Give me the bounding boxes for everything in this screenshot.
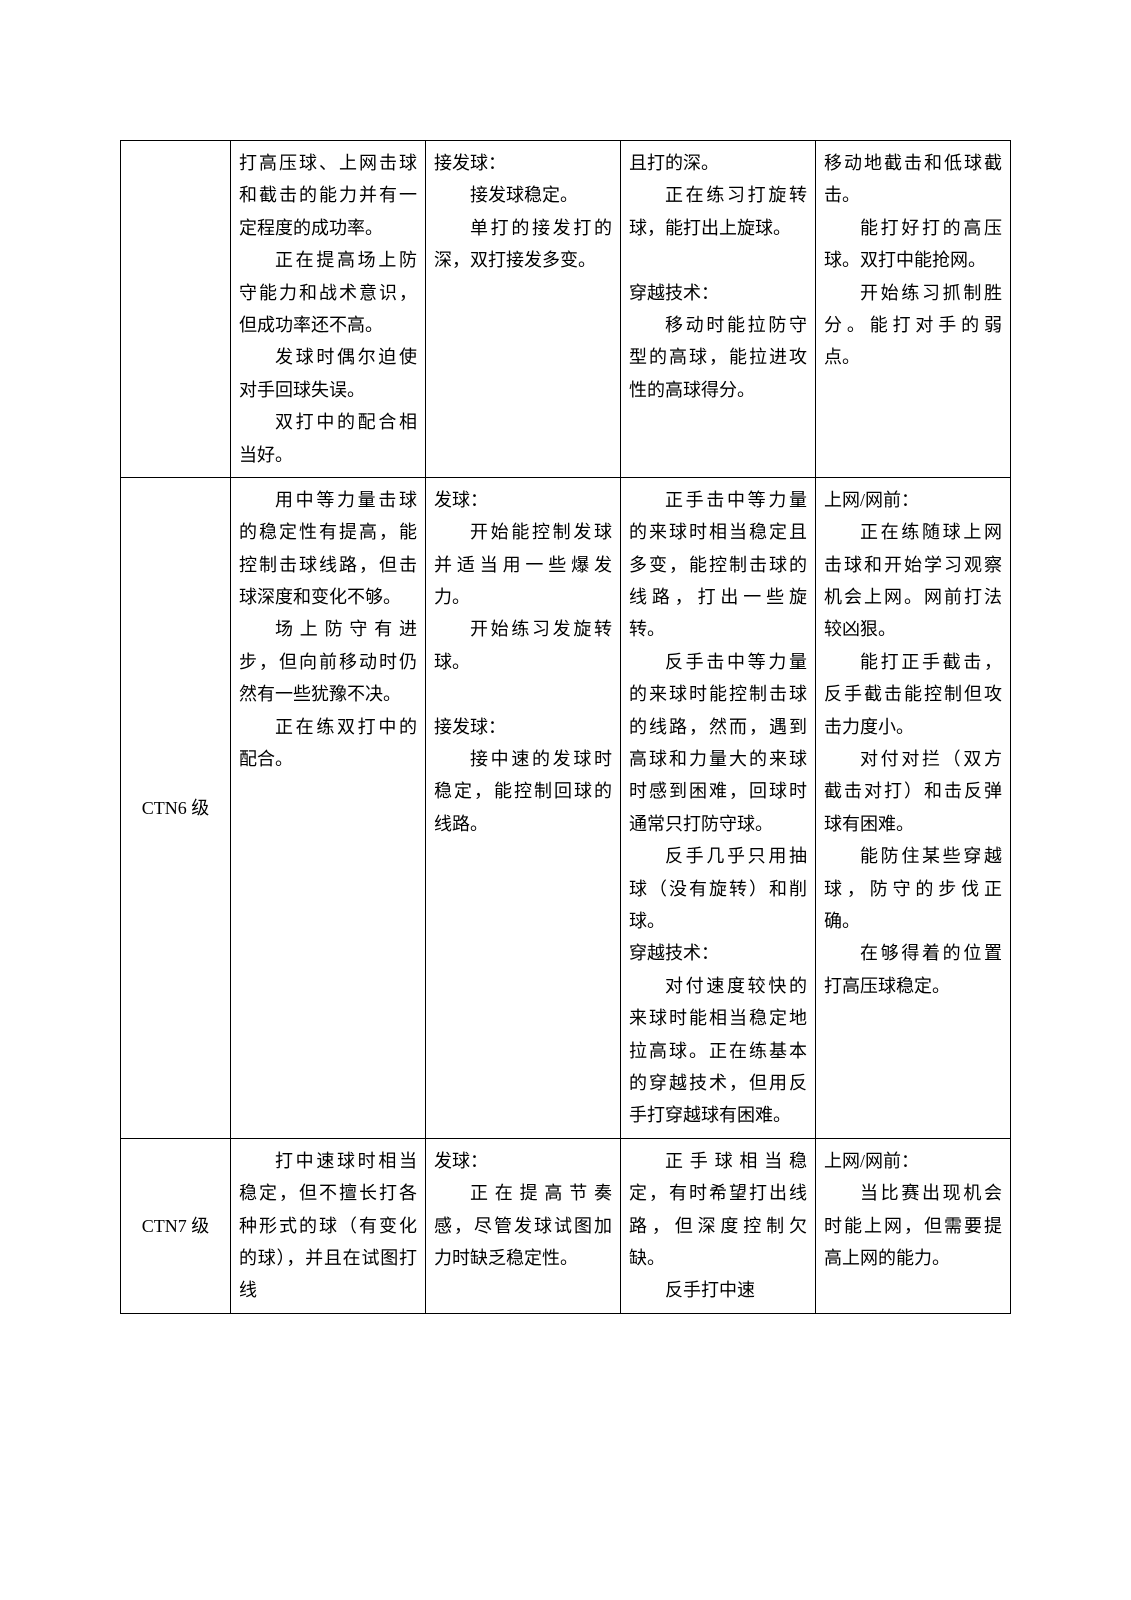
content-cell: 正手击中等力量的来球时相当稳定且多变，能控制击球的线路，打出一些旋转。反手击中等… (621, 477, 816, 1138)
content-cell: 移动地截击和低球截击。能打好打的高压球。双打中能抢网。开始练习抓制胜分。能打对手… (816, 141, 1011, 478)
paragraph: 正在提高节奏感，尽管发球试图加力时缺乏稳定性。 (434, 1177, 612, 1274)
level-cell: CTN6 级 (121, 477, 231, 1138)
content-cell: 上网/网前：当比赛出现机会时能上网，但需要提高上网的能力。 (816, 1138, 1011, 1313)
paragraph: 穿越技术： (629, 277, 807, 309)
level-cell (121, 141, 231, 478)
paragraph: 反手几乎只用抽球（没有旋转）和削球。 (629, 840, 807, 937)
paragraph: 对付速度较快的来球时能相当稳定地拉高球。正在练基本的穿越技术，但用反手打穿越球有… (629, 970, 807, 1132)
paragraph: 接发球： (434, 147, 612, 179)
content-cell: 用中等力量击球的稳定性有提高，能控制击球线路，但击球深度和变化不够。场上防守有进… (231, 477, 426, 1138)
paragraph: 在够得着的位置打高压球稳定。 (824, 937, 1002, 1002)
content-cell: 且打的深。正在练习打旋转球，能打出上旋球。 穿越技术：移动时能拉防守型的高球，能… (621, 141, 816, 478)
paragraph: 发球： (434, 484, 612, 516)
table-body: 打高压球、上网击球和截击的能力并有一定程度的成功率。正在提高场上防守能力和战术意… (121, 141, 1011, 1314)
paragraph: 正在练双打中的配合。 (239, 711, 417, 776)
content-cell: 正手球相当稳定，有时希望打出线路，但深度控制欠缺。反手打中速 (621, 1138, 816, 1313)
paragraph: 能打好打的高压球。双打中能抢网。 (824, 212, 1002, 277)
paragraph: 正手球相当稳定，有时希望打出线路，但深度控制欠缺。 (629, 1145, 807, 1275)
content-cell: 接发球：接发球稳定。单打的接发打的深，双打接发多变。 (426, 141, 621, 478)
paragraph: 接发球稳定。 (434, 179, 612, 211)
paragraph: 能打正手截击，反手截击能控制但攻击力度小。 (824, 646, 1002, 743)
paragraph (629, 244, 807, 276)
paragraph: 开始能控制发球并适当用一些爆发力。 (434, 516, 612, 613)
table-row: CTN6 级用中等力量击球的稳定性有提高，能控制击球线路，但击球深度和变化不够。… (121, 477, 1011, 1138)
paragraph: 正在练随球上网击球和开始学习观察机会上网。网前打法较凶狠。 (824, 516, 1002, 646)
table-row: 打高压球、上网击球和截击的能力并有一定程度的成功率。正在提高场上防守能力和战术意… (121, 141, 1011, 478)
paragraph: 接中速的发球时稳定，能控制回球的线路。 (434, 743, 612, 840)
paragraph: 当比赛出现机会时能上网，但需要提高上网的能力。 (824, 1177, 1002, 1274)
paragraph: 反手打中速 (629, 1274, 807, 1306)
paragraph: 正手击中等力量的来球时相当稳定且多变，能控制击球的线路，打出一些旋转。 (629, 484, 807, 646)
content-cell: 上网/网前：正在练随球上网击球和开始学习观察机会上网。网前打法较凶狠。能打正手截… (816, 477, 1011, 1138)
content-cell: 打高压球、上网击球和截击的能力并有一定程度的成功率。正在提高场上防守能力和战术意… (231, 141, 426, 478)
paragraph: 发球： (434, 1145, 612, 1177)
paragraph: 能防住某些穿越球，防守的步伐正确。 (824, 840, 1002, 937)
paragraph: 发球时偶尔迫使对手回球失误。 (239, 341, 417, 406)
paragraph: 且打的深。 (629, 147, 807, 179)
paragraph: 移动地截击和低球截击。 (824, 147, 1002, 212)
paragraph: 接发球： (434, 711, 612, 743)
paragraph: 打高压球、上网击球和截击的能力并有一定程度的成功率。 (239, 147, 417, 244)
content-cell: 发球：开始能控制发球并适当用一些爆发力。开始练习发旋转球。 接发球：接中速的发球… (426, 477, 621, 1138)
paragraph: 开始练习抓制胜分。能打对手的弱点。 (824, 277, 1002, 374)
paragraph: 正在练习打旋转球，能打出上旋球。 (629, 179, 807, 244)
paragraph (434, 678, 612, 710)
paragraph: 打中速球时相当稳定，但不擅长打各种形式的球（有变化的球），并且在试图打线 (239, 1145, 417, 1307)
paragraph: 反手击中等力量的来球时能控制击球的线路，然而，遇到高球和力量大的来球时感到困难，… (629, 646, 807, 840)
paragraph: 正在提高场上防守能力和战术意识，但成功率还不高。 (239, 244, 417, 341)
paragraph: 上网/网前： (824, 1145, 1002, 1177)
paragraph: 用中等力量击球的稳定性有提高，能控制击球线路，但击球深度和变化不够。 (239, 484, 417, 614)
level-cell: CTN7 级 (121, 1138, 231, 1313)
paragraph: 场上防守有进步，但向前移动时仍然有一些犹豫不决。 (239, 613, 417, 710)
paragraph: 上网/网前： (824, 484, 1002, 516)
paragraph: 移动时能拉防守型的高球，能拉进攻性的高球得分。 (629, 309, 807, 406)
paragraph: 开始练习发旋转球。 (434, 613, 612, 678)
content-cell: 发球：正在提高节奏感，尽管发球试图加力时缺乏稳定性。 (426, 1138, 621, 1313)
paragraph: 穿越技术： (629, 937, 807, 969)
paragraph: 双打中的配合相当好。 (239, 406, 417, 471)
paragraph: 对付对拦（双方截击对打）和击反弹球有困难。 (824, 743, 1002, 840)
paragraph: 单打的接发打的深，双打接发多变。 (434, 212, 612, 277)
content-cell: 打中速球时相当稳定，但不擅长打各种形式的球（有变化的球），并且在试图打线 (231, 1138, 426, 1313)
table-row: CTN7 级打中速球时相当稳定，但不擅长打各种形式的球（有变化的球），并且在试图… (121, 1138, 1011, 1313)
skills-table: 打高压球、上网击球和截击的能力并有一定程度的成功率。正在提高场上防守能力和战术意… (120, 140, 1011, 1314)
